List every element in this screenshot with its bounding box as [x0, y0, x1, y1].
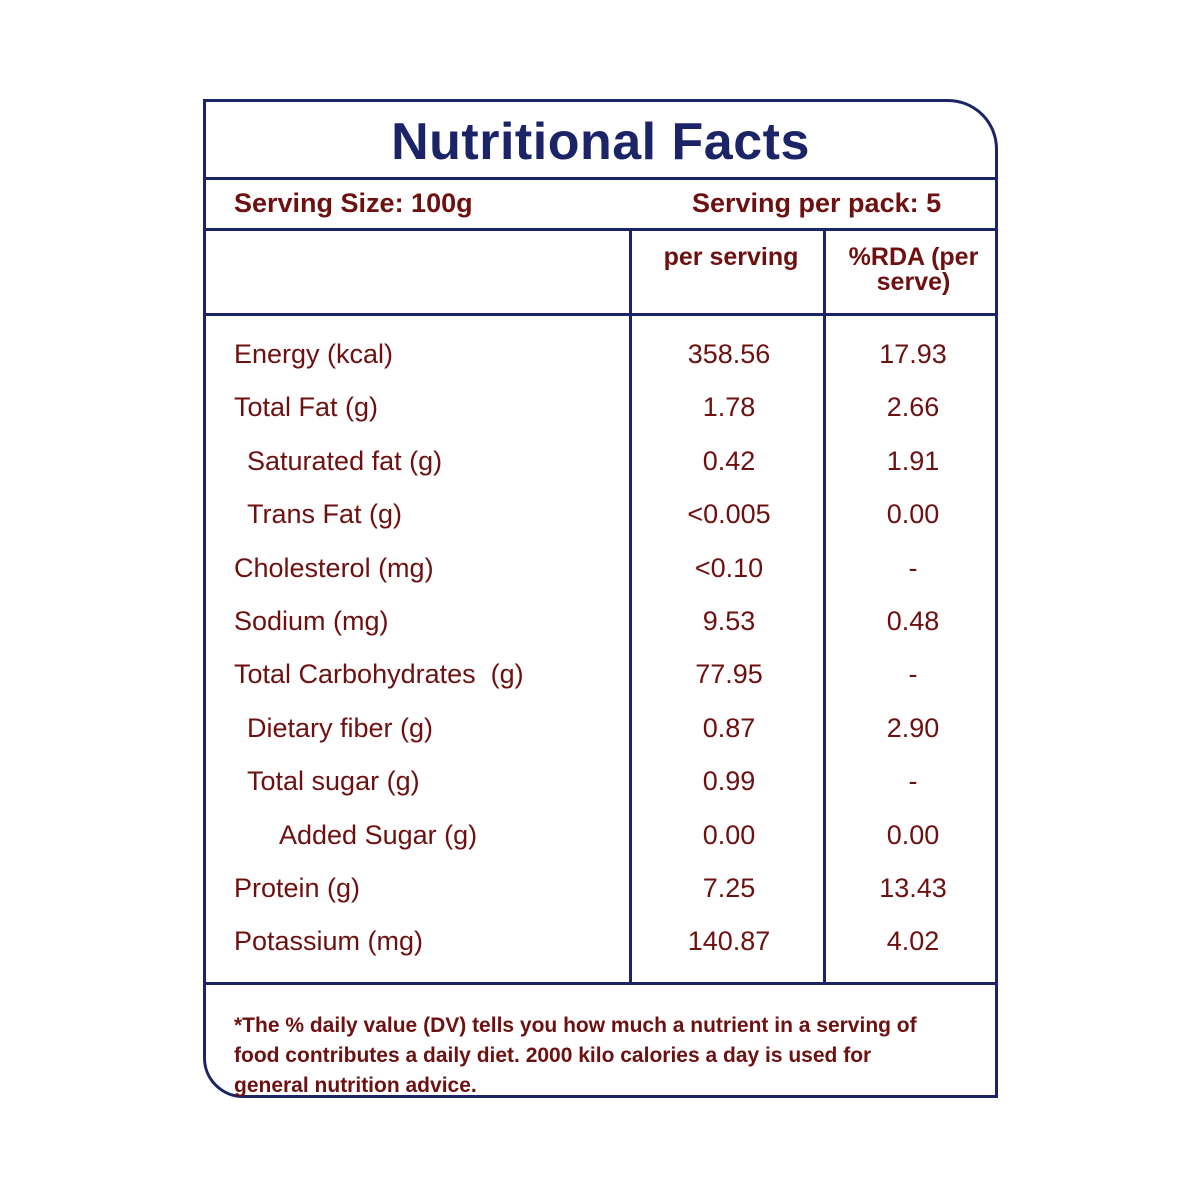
rda-value: 13.43 — [879, 873, 947, 903]
per-serving-value: 0.99 — [702, 766, 756, 797]
rda-value: 1.91 — [886, 445, 940, 476]
nutrient-name: Added Sugar (g) — [279, 819, 478, 850]
table-row: Cholesterol (mg) <0.10 - — [206, 542, 995, 595]
rda-value: 4.02 — [886, 926, 940, 957]
column-header-per-serving: per serving — [663, 243, 799, 271]
table-row: Dietary fiber (g) 0.87 2.90 — [206, 702, 995, 755]
nutrient-name: Sodium (mg) — [234, 606, 389, 636]
table-row: Potassium (mg) 140.87 4.02 — [206, 915, 995, 968]
nutrient-name: Potassium (mg) — [234, 926, 424, 957]
nutrient-name: Total sugar (g) — [247, 766, 420, 797]
divider — [206, 177, 995, 180]
rda-value: - — [908, 552, 918, 583]
table-row: Added Sugar (g) 0.00 0.00 — [206, 809, 995, 862]
nutrient-name: Cholesterol (mg) — [234, 552, 434, 583]
column-divider — [823, 228, 826, 983]
nutrient-name: Dietary fiber (g) — [247, 712, 434, 743]
nutrient-name: Total Carbohydrates (g) — [234, 659, 524, 690]
table-row: Trans Fat (g) <0.005 0.00 — [206, 488, 995, 541]
nutrient-name: Energy (kcal) — [234, 339, 394, 369]
rda-value: 2.66 — [886, 392, 940, 423]
footnote: *The % daily value (DV) tells you how mu… — [234, 1014, 917, 1097]
per-serving-value: <0.005 — [687, 499, 771, 530]
per-serving-value: 1.78 — [702, 392, 756, 423]
per-serving-value: 358.56 — [687, 339, 771, 369]
rda-value: - — [908, 766, 918, 797]
rda-value: 0.00 — [886, 819, 940, 850]
rda-value: 0.00 — [886, 499, 940, 530]
per-serving-value: <0.10 — [694, 552, 764, 583]
per-serving-value: 9.53 — [702, 606, 756, 636]
nutrient-name: Saturated fat (g) — [247, 445, 443, 476]
per-serving-value: 77.95 — [695, 659, 763, 690]
serving-size: Serving Size: 100g — [234, 188, 473, 218]
divider — [206, 982, 995, 985]
table-row: Total sugar (g) 0.99 - — [206, 755, 995, 808]
divider — [206, 228, 995, 231]
per-serving-value: 0.42 — [702, 445, 756, 476]
table-row: Total Fat (g) 1.78 2.66 — [206, 381, 995, 434]
rda-value: 17.93 — [879, 339, 947, 369]
table-row: Saturated fat (g) 0.42 1.91 — [206, 435, 995, 488]
column-divider — [629, 228, 632, 983]
table-row: Energy (kcal) 358.56 17.93 — [206, 328, 995, 381]
nutrient-name: Protein (g) — [234, 873, 361, 903]
servings-per-pack: Serving per pack: 5 — [692, 188, 942, 218]
per-serving-value: 7.25 — [702, 873, 756, 903]
nutrient-name: Total Fat (g) — [234, 392, 379, 423]
per-serving-value: 140.87 — [687, 926, 771, 957]
rda-value: - — [908, 659, 918, 690]
nutrient-name: Trans Fat (g) — [247, 499, 403, 530]
table-row: Total Carbohydrates (g) 77.95 - — [206, 648, 995, 701]
table-row: Sodium (mg) 9.53 0.48 — [206, 595, 995, 648]
per-serving-value: 0.00 — [702, 819, 756, 850]
table-row: Protein (g) 7.25 13.43 — [206, 862, 995, 915]
rda-value: 2.90 — [886, 712, 940, 743]
column-header-rda: %RDA (per serve) — [848, 243, 979, 296]
panel-title: Nutritional Facts — [391, 113, 810, 171]
per-serving-value: 0.87 — [702, 712, 756, 743]
nutrition-facts-panel: Nutritional Facts Serving Size: 100g Ser… — [203, 99, 998, 1098]
rda-value: 0.48 — [886, 606, 940, 636]
divider — [206, 313, 995, 316]
